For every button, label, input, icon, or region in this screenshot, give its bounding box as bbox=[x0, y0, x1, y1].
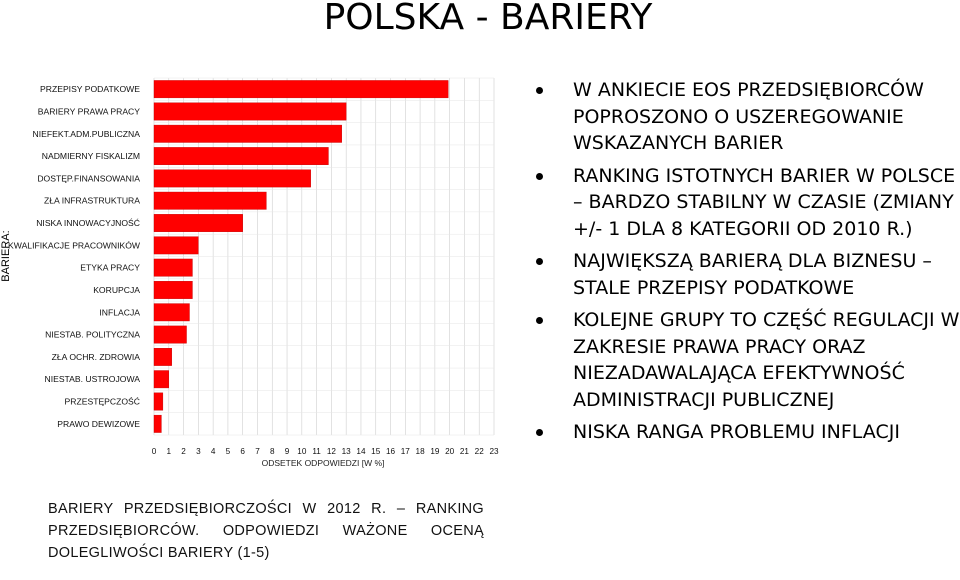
bar bbox=[153, 325, 187, 344]
x-tick-label: 11 bbox=[312, 447, 321, 456]
bullet-item: NAJWIĘKSZĄ BARIERĄ DLA BIZNESU – STALE P… bbox=[533, 248, 960, 301]
bar-chart: PRZEPISY PODATKOWE BARIERY PRAWA PRACY NIE… bbox=[8, 77, 499, 468]
x-tick-label: 5 bbox=[226, 447, 231, 456]
x-tick-label: 13 bbox=[342, 447, 352, 456]
x-tick-label: 9 bbox=[285, 447, 290, 456]
bar bbox=[153, 236, 199, 255]
category-label: NADMIERNY FISKALIZM bbox=[42, 151, 140, 161]
x-tick-label: 17 bbox=[401, 447, 411, 456]
bullet-dot-icon bbox=[536, 429, 543, 436]
x-tick-label: 7 bbox=[255, 447, 260, 456]
bullet-dot-icon bbox=[536, 87, 543, 94]
x-tick-label: 10 bbox=[297, 447, 307, 456]
x-tick-label: 1 bbox=[167, 447, 172, 456]
category-label: ZŁA OCHR. ZDROWIA bbox=[52, 352, 141, 362]
category-label: ZŁA INFRASTRUKTURA bbox=[44, 196, 140, 206]
x-tick-label: 12 bbox=[327, 447, 337, 456]
category-label: DOSTĘP.FINANSOWANIA bbox=[37, 173, 140, 183]
chart-caption: BARIERY PRZEDSIĘBIORCZOŚCI W 2012 R. – R… bbox=[48, 501, 484, 561]
category-label: BARIERY PRAWA PRACY bbox=[38, 106, 140, 116]
category-label: PRZEPISY PODATKOWE bbox=[40, 84, 140, 94]
bullet-dot-icon bbox=[536, 172, 543, 180]
x-tick-labels: 0 1 2 3 4 5 6 7 8 9 10 11 12 13 14 15 16 17 18 19 20 21 22 23 bbox=[152, 447, 499, 456]
x-tick-label: 21 bbox=[460, 447, 470, 456]
bar bbox=[153, 147, 329, 165]
x-tick-label: 15 bbox=[371, 447, 381, 456]
bar bbox=[153, 124, 342, 143]
x-tick-label: 14 bbox=[356, 447, 366, 456]
category-label: NISKA INNOWACYJNOŚĆ bbox=[36, 217, 140, 228]
category-label: NIEFEKT.ADM.PUBLICZNA bbox=[33, 129, 141, 139]
bullet-text: RANKING ISTOTNYCH BARIER W POLSCE – BARD… bbox=[573, 164, 956, 240]
x-tick-label: 20 bbox=[445, 447, 455, 456]
category-label: PRZESTĘPCZOŚĆ bbox=[65, 396, 140, 407]
bar bbox=[153, 214, 243, 232]
slide-title: POLSKA - BARIERY bbox=[323, 0, 653, 38]
x-tick-label: 0 bbox=[152, 447, 157, 456]
bullet-list: W ANKIECIE EOS PRZEDSIĘBIORCÓW POPROSZON… bbox=[533, 77, 960, 452]
bullet-item: NISKA RANGA PROBLEMU INFLACJI bbox=[533, 419, 960, 446]
bar bbox=[153, 303, 190, 322]
bullet-item: KOLEJNE GRUPY TO CZĘŚĆ REGULACJI W ZAKRE… bbox=[533, 307, 960, 413]
x-tick-label: 3 bbox=[196, 447, 201, 456]
bar bbox=[153, 169, 311, 188]
x-tick-label: 2 bbox=[181, 447, 186, 456]
bar bbox=[153, 191, 267, 210]
bar bbox=[153, 414, 162, 433]
bullet-text: KOLEJNE GRUPY TO CZĘŚĆ REGULACJI W ZAKRE… bbox=[573, 309, 960, 411]
x-tick-label: 8 bbox=[270, 447, 275, 456]
x-tick-label: 23 bbox=[489, 447, 499, 456]
bullet-text: NAJWIĘKSZĄ BARIERĄ DLA BIZNESU – STALE P… bbox=[573, 250, 932, 299]
category-label: PRAWO DEWIZOWE bbox=[57, 419, 140, 429]
bullet-text: NISKA RANGA PROBLEMU INFLACJI bbox=[573, 421, 900, 443]
bullet-dot-icon bbox=[536, 317, 543, 324]
category-label: KWALIFIKACJE PRACOWNIKÓW bbox=[8, 240, 141, 250]
category-labels: PRZEPISY PODATKOWE BARIERY PRAWA PRACY NIE… bbox=[8, 84, 141, 429]
x-tick-label: 6 bbox=[240, 447, 245, 456]
bar bbox=[153, 348, 172, 366]
bar bbox=[153, 370, 169, 389]
bar bbox=[153, 102, 347, 121]
bullet-dot-icon bbox=[536, 258, 543, 265]
bar bbox=[153, 392, 164, 411]
x-tick-label: 18 bbox=[416, 447, 426, 456]
category-label: ETYKA PRACY bbox=[80, 263, 140, 273]
x-axis-title: ODSETEK ODPOWIEDZI [W %] bbox=[262, 458, 385, 468]
x-tick-label: 4 bbox=[211, 447, 216, 456]
bullet-item: RANKING ISTOTNYCH BARIER W POLSCE – BARD… bbox=[533, 163, 960, 243]
category-label: INFLACJA bbox=[99, 307, 140, 317]
x-tick-label: 22 bbox=[475, 447, 485, 456]
bar bbox=[153, 258, 193, 277]
x-tick-label: 19 bbox=[430, 447, 440, 456]
chart-bars bbox=[153, 80, 449, 433]
bullet-text: W ANKIECIE EOS PRZEDSIĘBIORCÓW POPROSZON… bbox=[573, 79, 924, 154]
category-label: NIESTAB. USTROJOWA bbox=[45, 374, 141, 384]
bar bbox=[153, 281, 193, 299]
x-tick-label: 16 bbox=[386, 447, 396, 456]
bullet-item: W ANKIECIE EOS PRZEDSIĘBIORCÓW POPROSZON… bbox=[533, 77, 960, 157]
category-label: NIESTAB. POLITYCZNA bbox=[45, 330, 140, 340]
bar bbox=[153, 80, 449, 99]
category-label: KORUPCJA bbox=[93, 285, 140, 295]
